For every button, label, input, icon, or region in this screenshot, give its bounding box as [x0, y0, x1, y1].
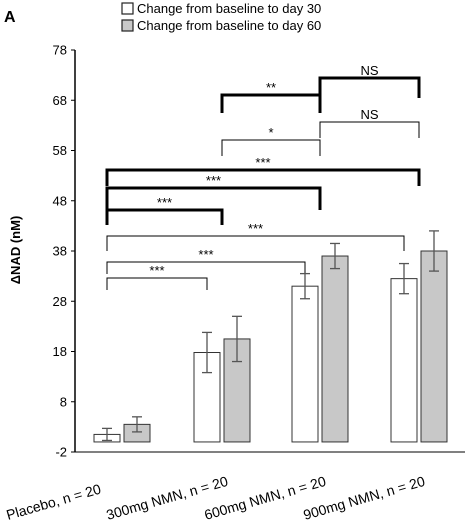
- significance-bracket: [106, 261, 306, 274]
- bar: [420, 250, 448, 443]
- significance-label: ***: [255, 155, 270, 170]
- panel-label: A: [4, 9, 16, 26]
- legend-swatch-day30: [121, 2, 134, 15]
- significance-brackets: *******************NS**NS: [105, 63, 421, 290]
- y-tick-label: 28: [53, 294, 67, 309]
- significance-label: **: [266, 80, 276, 95]
- bar: [321, 255, 349, 443]
- significance-bracket: [105, 186, 322, 210]
- bar: [291, 285, 319, 443]
- x-tick-label: Placebo, n = 20: [4, 481, 103, 521]
- significance-bracket: [318, 76, 421, 98]
- y-axis: -2 8 18 28 38 48 58 68 78: [53, 43, 465, 460]
- significance-label: NS: [360, 63, 378, 78]
- y-axis-title: ΔNAD (nM): [8, 216, 23, 285]
- significance-bracket: [106, 277, 208, 290]
- significance-label: ***: [157, 195, 172, 210]
- significance-bracket: [220, 93, 322, 113]
- y-tick-label: 68: [53, 93, 67, 108]
- significance-bracket: [105, 168, 421, 186]
- significance-label: NS: [360, 107, 378, 122]
- y-tick-label: -2: [55, 445, 67, 460]
- significance-label: ***: [149, 263, 164, 278]
- y-tick-label: 58: [53, 143, 67, 158]
- significance-bracket: [105, 208, 224, 225]
- significance-label: ***: [198, 247, 213, 262]
- significance-label: ***: [248, 221, 263, 236]
- legend: Change from baseline to day 30 Change fr…: [121, 1, 321, 33]
- significance-label: *: [268, 125, 273, 140]
- bars: [93, 230, 448, 443]
- significance-bracket: [106, 235, 405, 251]
- legend-label-day30: Change from baseline to day 30: [137, 1, 321, 16]
- y-tick-label: 8: [60, 394, 67, 409]
- legend-swatch-day60: [121, 19, 134, 32]
- significance-bracket: [221, 139, 321, 156]
- bar: [390, 278, 418, 443]
- y-tick-label: 38: [53, 244, 67, 259]
- y-tick-label: 78: [53, 43, 67, 58]
- significance-label: ***: [206, 173, 221, 188]
- y-tick-label: 48: [53, 193, 67, 208]
- significance-bracket: [319, 121, 420, 138]
- legend-label-day60: Change from baseline to day 60: [137, 18, 321, 33]
- y-tick-label: 18: [53, 344, 67, 359]
